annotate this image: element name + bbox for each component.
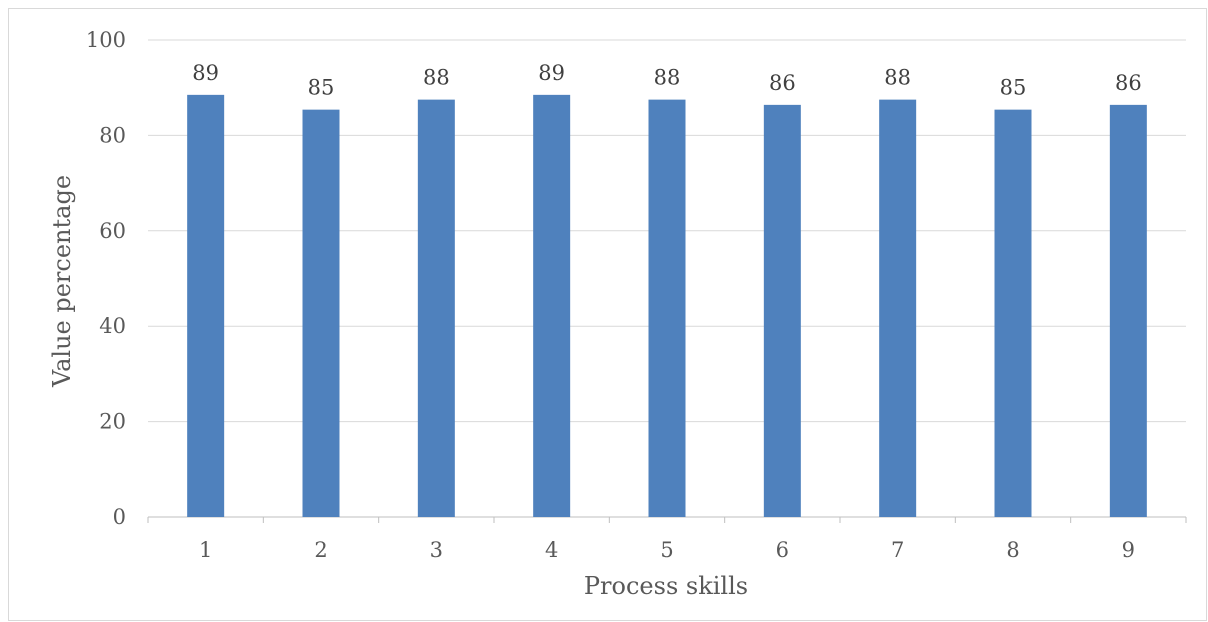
y-tick-label: 40 xyxy=(99,314,126,338)
data-label: 85 xyxy=(1000,76,1027,100)
bar-3 xyxy=(417,99,455,517)
x-tick-labels: 1 2 3 4 5 6 7 8 9 xyxy=(199,538,1135,562)
y-tick-label: 60 xyxy=(99,219,126,243)
data-label: 86 xyxy=(769,71,796,95)
data-label: 86 xyxy=(1115,71,1142,95)
x-tick-label: 1 xyxy=(199,538,212,562)
bar-2 xyxy=(302,109,340,517)
y-tick-labels: 0 20 40 60 80 100 xyxy=(86,28,126,529)
y-tick-label: 20 xyxy=(99,410,126,434)
x-tick-label: 6 xyxy=(776,538,789,562)
data-labels: 89 85 88 89 88 86 88 85 86 xyxy=(192,61,1141,100)
x-tick-label: 4 xyxy=(545,538,558,562)
x-axis-title: Process skills xyxy=(584,572,748,600)
x-tick-label: 2 xyxy=(314,538,327,562)
bar-1 xyxy=(187,94,225,517)
bar-6 xyxy=(763,104,801,517)
data-label: 88 xyxy=(423,66,450,90)
y-tick-label: 80 xyxy=(99,123,126,147)
data-label: 85 xyxy=(308,76,335,100)
bar-9 xyxy=(1109,104,1147,517)
data-label: 88 xyxy=(884,66,911,90)
bar-7 xyxy=(879,99,917,517)
bar-8 xyxy=(994,109,1032,517)
x-tick-label: 9 xyxy=(1122,538,1135,562)
data-label: 89 xyxy=(192,61,219,85)
x-tick-label: 7 xyxy=(891,538,904,562)
y-tick-label: 100 xyxy=(86,28,126,52)
x-tick-label: 3 xyxy=(430,538,443,562)
bar-4 xyxy=(533,94,571,517)
data-label: 89 xyxy=(538,61,565,85)
data-label: 88 xyxy=(654,66,681,90)
y-axis-title: Value percentage xyxy=(48,175,76,388)
bars xyxy=(187,94,1147,517)
bar-5 xyxy=(648,99,686,517)
x-tick-label: 5 xyxy=(660,538,673,562)
y-tick-label: 0 xyxy=(113,505,126,529)
x-tick-label: 8 xyxy=(1006,538,1019,562)
